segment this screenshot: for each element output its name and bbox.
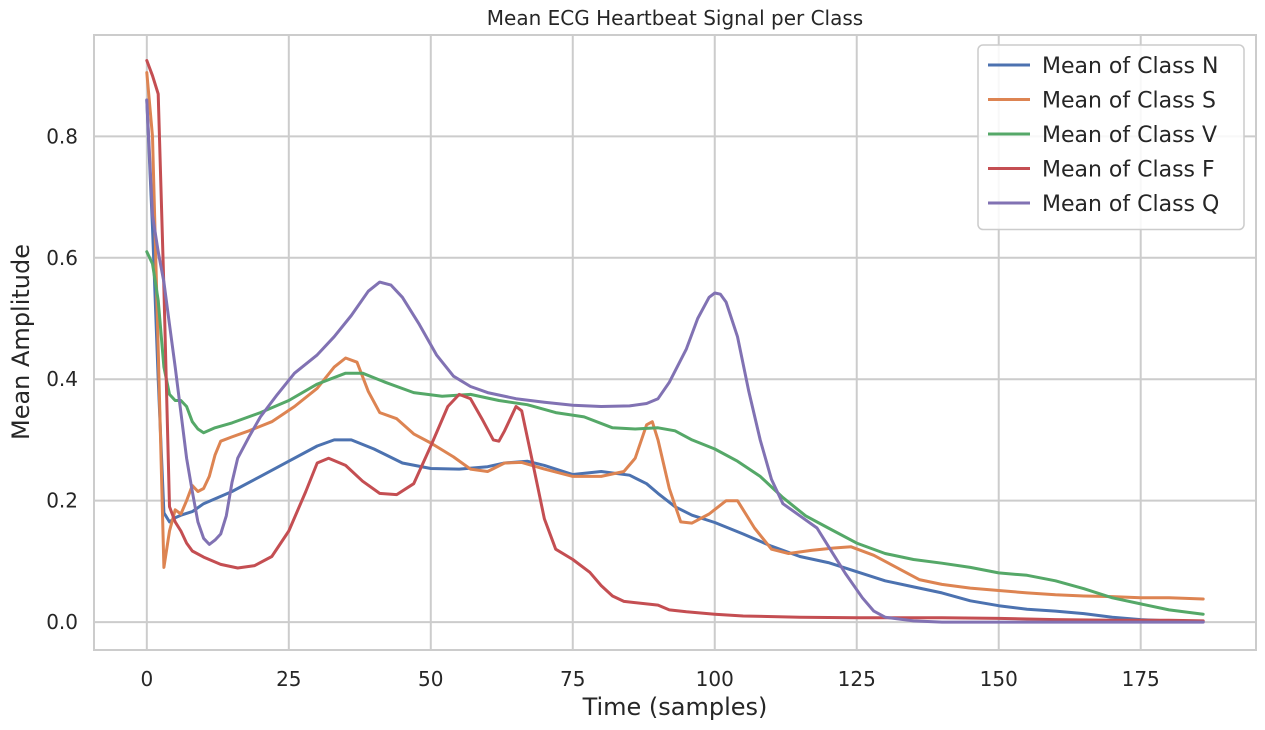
x-tick-labels: 0 25 50 75 100 125 150 175: [140, 667, 1159, 691]
x-axis-label: Time (samples): [582, 693, 768, 721]
series-line-2: [145, 71, 1205, 601]
x-tick-label: 0: [140, 667, 153, 691]
legend-label: Mean of Class V: [1042, 123, 1217, 148]
y-tick-label: 0.8: [46, 124, 78, 148]
series-line-3: [145, 250, 1205, 616]
legend-label: Mean of Class S: [1042, 89, 1216, 114]
x-tick-label: 100: [696, 667, 734, 691]
y-tick-label: 0.0: [46, 610, 78, 634]
series-line-1: [145, 98, 1205, 623]
x-tick-label: 125: [838, 667, 876, 691]
y-tick-label: 0.6: [46, 246, 78, 270]
x-tick-label: 25: [276, 667, 301, 691]
y-tick-labels: 0.0 0.2 0.4 0.6 0.8: [46, 124, 78, 634]
x-tick-label: 75: [560, 667, 585, 691]
chart-title: Mean ECG Heartbeat Signal per Class: [487, 6, 863, 30]
y-axis-label: Mean Amplitude: [7, 244, 35, 440]
x-tick-label: 175: [1122, 667, 1160, 691]
series-line-4: [145, 59, 1205, 623]
legend-label: Mean of Class F: [1042, 158, 1215, 183]
plot-frame: [93, 34, 1257, 651]
series-layer: [145, 59, 1205, 624]
legend: Mean of Class N Mean of Class S Mean of Cl…: [977, 44, 1245, 231]
legend-box: [977, 44, 1245, 231]
legend-label: Mean of Class Q: [1042, 192, 1219, 217]
y-tick-label: 0.4: [46, 367, 78, 391]
series-line-5: [145, 98, 1205, 624]
x-tick-label: 150: [980, 667, 1018, 691]
legend-label: Mean of Class N: [1042, 54, 1218, 79]
x-tick-label: 50: [418, 667, 443, 691]
y-tick-label: 0.2: [46, 489, 78, 513]
